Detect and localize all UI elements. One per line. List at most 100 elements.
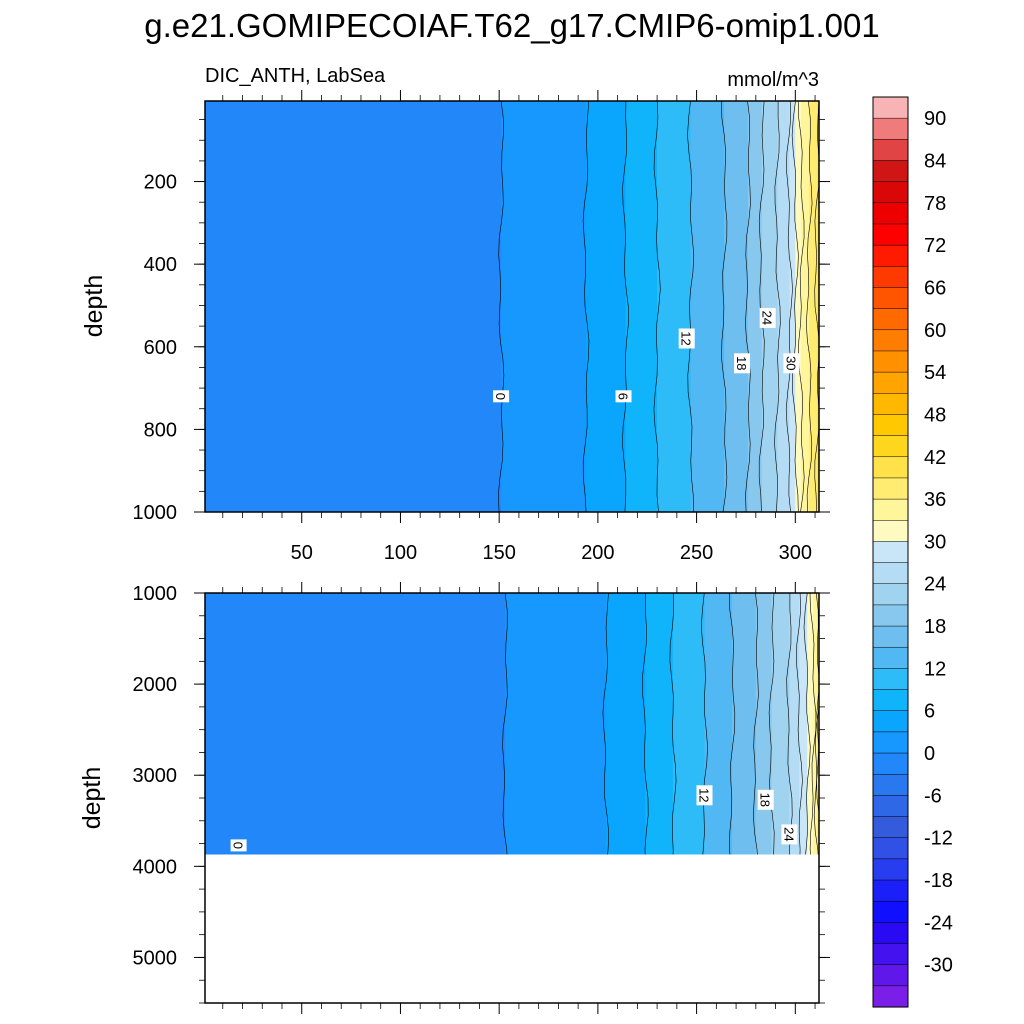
lower-contour-label: 0 bbox=[230, 839, 247, 852]
upper-contour-label-box bbox=[759, 307, 776, 328]
lower-contour-label: 12 bbox=[696, 785, 713, 806]
colorbar-box bbox=[872, 943, 909, 966]
upper-contour-line bbox=[785, 101, 793, 512]
seafloor-missing-area bbox=[205, 854, 819, 1003]
colorbar-label: -12 bbox=[924, 828, 953, 850]
colorbar-box bbox=[872, 879, 909, 902]
upper-y-tick-label: 800 bbox=[144, 419, 177, 441]
colorbar: 908478726660544842363024181260-6-12-18-2… bbox=[872, 96, 953, 1008]
colorbar-box bbox=[872, 414, 909, 437]
colorbar-box bbox=[872, 181, 909, 204]
chart-title: g.e21.GOMIPECOIAF.T62_g17.CMIP6-omip1.00… bbox=[144, 7, 880, 44]
colorbar-label: 54 bbox=[924, 362, 946, 384]
colorbar-label: 60 bbox=[924, 320, 946, 342]
colorbar-box bbox=[872, 625, 909, 648]
upper-contour-label-box bbox=[734, 353, 750, 374]
colorbar-label: 48 bbox=[924, 404, 946, 426]
upper-y-tick-label: 400 bbox=[144, 254, 177, 276]
colorbar-box bbox=[872, 456, 909, 479]
colorbar-box bbox=[872, 583, 909, 606]
colorbar-label: 0 bbox=[924, 743, 935, 765]
upper-contour-line bbox=[797, 101, 805, 512]
lower-panel: 1000 2000 3000 4000 5000 0 12 18 24 depth bbox=[78, 582, 830, 1014]
upper-contour-line bbox=[758, 101, 765, 512]
colorbar-box bbox=[872, 646, 909, 669]
colorbar-box bbox=[872, 731, 909, 754]
colorbar-box bbox=[872, 287, 909, 310]
colorbar-label: 78 bbox=[924, 193, 946, 215]
colorbar-box bbox=[872, 858, 909, 881]
right-subtitle: mmol/m^3 bbox=[727, 69, 819, 91]
upper-contour-label-text: 0 bbox=[493, 393, 508, 400]
upper-x-tick-label: 50 bbox=[291, 542, 313, 564]
lower-y-tick-label: 1000 bbox=[133, 583, 178, 605]
lower-y-tick-label: 4000 bbox=[133, 856, 178, 878]
upper-panel-frame bbox=[204, 100, 820, 513]
lower-contour-label-text: 0 bbox=[231, 842, 246, 849]
lower-contour-label-box bbox=[230, 839, 247, 852]
upper-contour-label-text: 6 bbox=[616, 393, 631, 400]
colorbar-box bbox=[872, 117, 909, 140]
colorbar-box bbox=[872, 964, 909, 987]
lower-y-tick-label: 5000 bbox=[133, 947, 178, 969]
colorbar-box bbox=[872, 371, 909, 394]
colorbar-label: 6 bbox=[924, 701, 935, 723]
colorbar-box bbox=[872, 837, 909, 860]
lower-contour-line bbox=[816, 688, 819, 1003]
upper-contour-label-box bbox=[783, 353, 800, 374]
upper-contour-line bbox=[774, 101, 781, 512]
lower-y-axis-label: depth bbox=[78, 767, 106, 830]
upper-contour-line bbox=[582, 101, 590, 512]
colorbar-box bbox=[872, 393, 909, 415]
upper-x-tick-label: 150 bbox=[482, 542, 515, 564]
colorbar-box bbox=[872, 985, 909, 1008]
upper-contour-label-box bbox=[615, 390, 632, 403]
colorbar-box bbox=[872, 435, 909, 458]
upper-contour-label: 12 bbox=[678, 328, 695, 349]
upper-x-tick-label: 100 bbox=[384, 542, 417, 564]
colorbar-box bbox=[872, 244, 909, 267]
colorbar-box bbox=[872, 329, 909, 352]
colorbar-box bbox=[872, 604, 909, 627]
upper-x-tick-label: 200 bbox=[581, 542, 614, 564]
colorbar-box bbox=[872, 773, 909, 796]
upper-y-tick-label: 1000 bbox=[133, 502, 178, 524]
lower-contour-line bbox=[813, 593, 819, 1003]
upper-contour-line bbox=[622, 101, 629, 512]
colorbar-box bbox=[872, 308, 909, 331]
colorbar-label: -24 bbox=[924, 912, 953, 934]
colorbar-box bbox=[872, 160, 909, 183]
upper-contour-label-text: 24 bbox=[760, 311, 775, 325]
lower-y-tick-label: 2000 bbox=[133, 674, 178, 696]
colorbar-box bbox=[872, 477, 909, 500]
upper-fill-band bbox=[809, 101, 819, 512]
lower-contour-label: 24 bbox=[781, 824, 798, 845]
colorbar-box bbox=[872, 689, 909, 712]
colorbar-box bbox=[872, 202, 909, 225]
colorbar-label: -6 bbox=[924, 785, 942, 807]
upper-panel: 200 400 600 800 1000 50 100 150 200 250 300 0 6 12 18… bbox=[80, 90, 830, 564]
colorbar-label: 84 bbox=[924, 151, 946, 173]
colorbar-label: 66 bbox=[924, 278, 946, 300]
colorbar-box bbox=[872, 139, 909, 162]
upper-contour-label-text: 30 bbox=[783, 356, 798, 370]
upper-fill-band bbox=[817, 101, 819, 512]
upper-contour-label: 6 bbox=[615, 390, 632, 403]
upper-contour-line bbox=[814, 101, 819, 512]
lower-fill-band bbox=[817, 593, 819, 1003]
upper-contour-label: 24 bbox=[759, 307, 776, 328]
upper-contour-line bbox=[805, 101, 813, 512]
colorbar-frame bbox=[872, 96, 909, 1008]
colorbar-box bbox=[872, 922, 909, 945]
upper-contour-line bbox=[791, 101, 799, 512]
colorbar-label: 30 bbox=[924, 531, 946, 553]
upper-contour-label: 18 bbox=[734, 353, 750, 374]
colorbar-box bbox=[872, 795, 909, 818]
lower-y-tick-label: 3000 bbox=[133, 765, 178, 787]
upper-contour-label-box bbox=[493, 390, 510, 403]
upper-contour-line bbox=[653, 101, 661, 512]
lower-contour-label-text: 24 bbox=[781, 827, 796, 841]
upper-contour-line bbox=[687, 101, 695, 512]
colorbar-box bbox=[872, 752, 909, 775]
upper-contour-label-text: 18 bbox=[734, 356, 749, 370]
